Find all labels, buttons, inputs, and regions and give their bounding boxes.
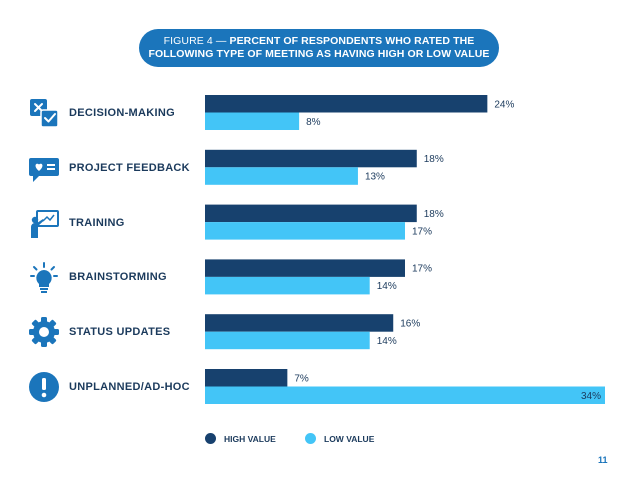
value-label-low-training: 17% bbox=[412, 226, 432, 237]
bar-high-decision-making bbox=[205, 95, 488, 113]
value-label-high-project-feedback: 18% bbox=[424, 154, 444, 165]
gear-icon bbox=[29, 317, 59, 347]
bar-low-unplanned-ad-hoc bbox=[205, 386, 605, 404]
category-label-project-feedback: PROJECT FEEDBACK bbox=[69, 162, 190, 174]
title-line2: FOLLOWING TYPE OF MEETING AS HAVING HIGH… bbox=[148, 48, 490, 60]
exclamation-circle-icon bbox=[29, 372, 59, 402]
decision-checkbox-icon bbox=[30, 99, 59, 128]
bar-low-brainstorming bbox=[205, 276, 370, 295]
title-prefix: FIGURE 4 — bbox=[163, 35, 230, 47]
value-label-low-project-feedback: 13% bbox=[365, 172, 385, 183]
value-label-low-status-updates: 14% bbox=[377, 336, 397, 347]
legend-label-low: LOW VALUE bbox=[324, 433, 375, 444]
category-label-brainstorming: BRAINSTORMING bbox=[69, 271, 167, 283]
figure-title: FIGURE 4 — PERCENT OF RESPONDENTS WHO RA… bbox=[139, 29, 499, 67]
value-label-low-unplanned-ad-hoc: 34% bbox=[581, 391, 601, 402]
legend-label-high: HIGH VALUE bbox=[224, 433, 276, 444]
legend-item-high-value: HIGH VALUE bbox=[205, 433, 276, 444]
lightbulb-icon bbox=[30, 262, 58, 293]
value-label-high-brainstorming: 17% bbox=[412, 264, 432, 275]
value-label-high-decision-making: 24% bbox=[494, 99, 514, 110]
value-label-high-status-updates: 16% bbox=[400, 318, 420, 329]
feedback-chat-heart-icon bbox=[29, 158, 59, 182]
value-label-low-brainstorming: 14% bbox=[377, 281, 397, 292]
value-label-low-decision-making: 8% bbox=[306, 117, 321, 128]
legend-swatch-low bbox=[305, 433, 316, 444]
category-label-unplanned-ad-hoc: UNPLANNED/AD-HOC bbox=[69, 381, 190, 393]
category-label-training: TRAINING bbox=[69, 217, 125, 229]
bar-high-training bbox=[205, 204, 417, 223]
bar-high-unplanned-ad-hoc bbox=[205, 369, 288, 387]
bar-high-status-updates bbox=[205, 314, 394, 332]
legend-swatch-high bbox=[205, 433, 216, 444]
page-number: 11 bbox=[598, 455, 608, 465]
training-presenter-icon bbox=[31, 210, 59, 238]
title-line1: PERCENT OF RESPONDENTS WHO RATED THE bbox=[229, 35, 475, 47]
category-label-decision-making: DECISION-MAKING bbox=[69, 107, 175, 119]
bar-high-project-feedback bbox=[205, 149, 417, 168]
value-label-high-unplanned-ad-hoc: 7% bbox=[294, 373, 309, 384]
bar-low-project-feedback bbox=[205, 167, 358, 185]
bar-high-brainstorming bbox=[205, 259, 405, 277]
bar-low-decision-making bbox=[205, 112, 300, 130]
legend-item-low-value: LOW VALUE bbox=[305, 433, 374, 444]
category-label-status-updates: STATUS UPDATES bbox=[69, 326, 171, 338]
bar-low-training bbox=[205, 222, 405, 240]
bar-low-status-updates bbox=[205, 331, 370, 350]
value-label-high-training: 18% bbox=[424, 209, 444, 220]
